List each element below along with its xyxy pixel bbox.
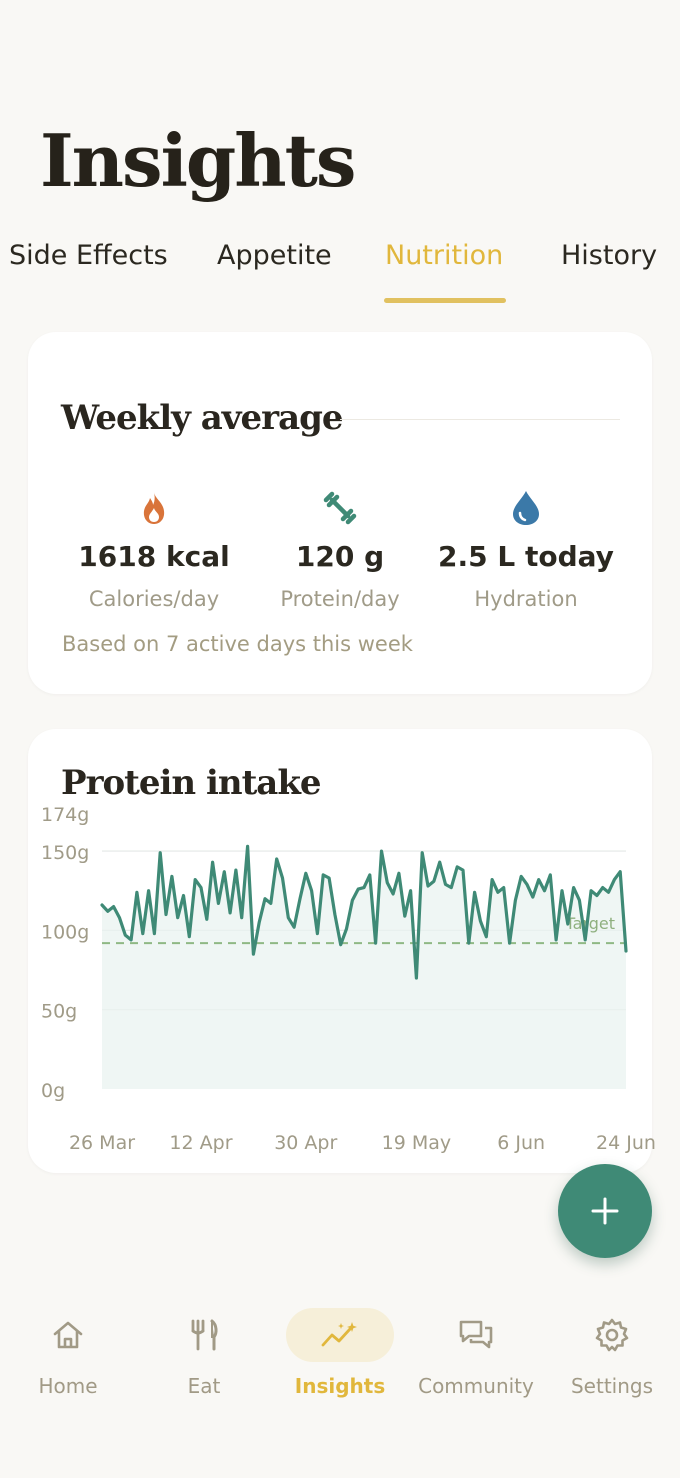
nav-settings[interactable]: Settings bbox=[544, 1300, 680, 1398]
title-divider bbox=[340, 419, 620, 420]
nav-eat-label: Eat bbox=[187, 1374, 221, 1398]
y-tick-label: 150g bbox=[41, 842, 89, 864]
nav-insights-label: Insights bbox=[294, 1374, 386, 1398]
protein-value: 120 g bbox=[295, 540, 385, 573]
calories-value: 1618 kcal bbox=[78, 540, 230, 573]
x-tick-label: 26 Mar bbox=[69, 1132, 135, 1154]
weekly-average-title: Weekly average bbox=[61, 398, 344, 438]
nav-home-label: Home bbox=[38, 1374, 98, 1398]
flame-icon bbox=[54, 488, 254, 528]
tab-side-effects[interactable]: Side Effects bbox=[9, 240, 168, 271]
hydration-label: Hydration bbox=[474, 587, 578, 611]
hydration-stat: 2.5 L today Hydration bbox=[426, 488, 626, 611]
nav-community[interactable]: Community bbox=[408, 1300, 544, 1398]
y-tick-label: 0g bbox=[41, 1080, 65, 1102]
target-label: Target bbox=[565, 914, 616, 933]
water-drop-icon bbox=[426, 488, 626, 528]
nav-eat[interactable]: Eat bbox=[136, 1300, 272, 1398]
x-tick-label: 6 Jun bbox=[497, 1132, 545, 1154]
nav-settings-label: Settings bbox=[570, 1374, 654, 1398]
nav-community-label: Community bbox=[418, 1374, 534, 1398]
gear-icon bbox=[595, 1318, 629, 1352]
x-tick-label: 24 Jun bbox=[596, 1132, 656, 1154]
weekly-footnote: Based on 7 active days this week bbox=[62, 632, 413, 656]
protein-label: Protein/day bbox=[280, 587, 400, 611]
nav-home[interactable]: Home bbox=[0, 1300, 136, 1398]
protein-chart: 0g 50g 100g 150g 174g Target 26 Mar 12 Apr 30 Ap… bbox=[41, 804, 656, 1154]
page-title: Insights bbox=[40, 118, 356, 203]
x-tick-label: 12 Apr bbox=[169, 1132, 232, 1154]
x-tick-label: 30 Apr bbox=[274, 1132, 337, 1154]
add-entry-button[interactable] bbox=[558, 1164, 652, 1258]
calories-stat: 1618 kcal Calories/day bbox=[54, 488, 254, 611]
tab-nutrition[interactable]: Nutrition bbox=[385, 240, 504, 271]
hydration-value: 2.5 L today bbox=[438, 540, 614, 573]
bottom-nav: Home Eat bbox=[0, 1300, 680, 1420]
fork-knife-icon bbox=[191, 1319, 218, 1351]
protein-area bbox=[102, 846, 626, 1089]
calories-label: Calories/day bbox=[88, 587, 220, 611]
weekly-average-card: Weekly average 1618 kcal Calories/day bbox=[28, 332, 652, 694]
y-tick-label: 50g bbox=[41, 1001, 77, 1023]
sparkle-trend-icon bbox=[321, 1322, 357, 1347]
dumbbell-icon bbox=[240, 488, 440, 528]
tab-appetite[interactable]: Appetite bbox=[217, 240, 332, 271]
y-tick-label: 100g bbox=[41, 921, 89, 943]
active-nav-pill bbox=[286, 1308, 394, 1362]
protein-line bbox=[100, 844, 628, 980]
protein-intake-title: Protein intake bbox=[61, 763, 322, 803]
chat-bubbles-icon bbox=[459, 1320, 493, 1349]
protein-intake-card: Protein intake 0g 50g 100g 150g 174g Target 26… bbox=[28, 729, 656, 1173]
nav-insights[interactable]: Insights bbox=[272, 1300, 408, 1398]
y-tick-label: 174g bbox=[41, 804, 89, 826]
tab-bar: Side Effects Appetite Nutrition History bbox=[0, 240, 680, 310]
protein-stat: 120 g Protein/day bbox=[240, 488, 440, 611]
active-tab-indicator bbox=[384, 298, 506, 303]
x-tick-label: 19 May bbox=[382, 1132, 452, 1154]
tab-history[interactable]: History bbox=[561, 240, 658, 271]
plus-icon bbox=[591, 1197, 619, 1225]
home-icon bbox=[53, 1321, 83, 1349]
